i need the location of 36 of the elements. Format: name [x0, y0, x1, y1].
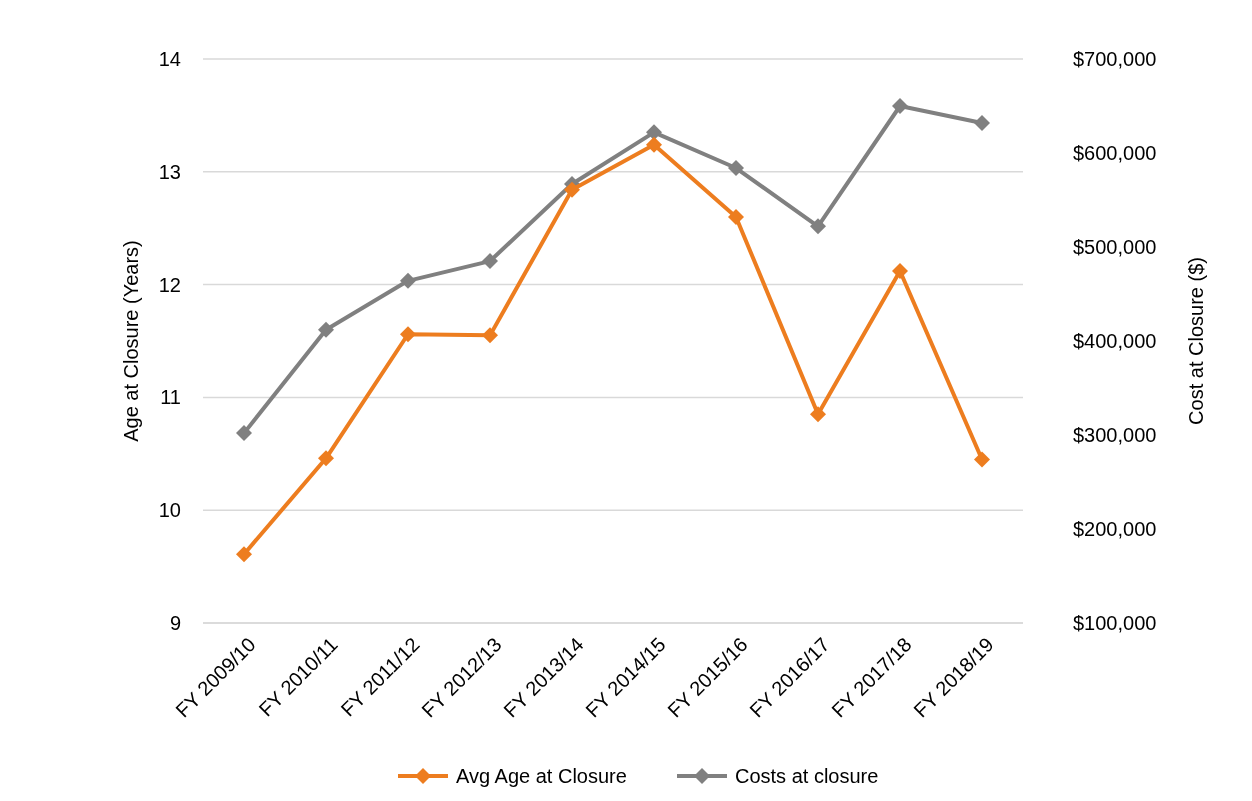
- y2-tick-label: $600,000: [1073, 142, 1157, 164]
- point: [810, 406, 826, 423]
- legend-label: Avg Age at Closure: [456, 765, 627, 787]
- point: [318, 450, 334, 467]
- point: [564, 181, 580, 198]
- point: [400, 272, 416, 289]
- point: [892, 98, 908, 114]
- y2-tick-label: $400,000: [1073, 330, 1157, 352]
- point: [482, 253, 498, 270]
- y-axis-title: Age at Closure (Years): [120, 240, 142, 442]
- point: [482, 327, 498, 344]
- point: [728, 160, 744, 177]
- point: [236, 425, 252, 442]
- point: [892, 263, 908, 280]
- y2-tick-label: $500,000: [1073, 236, 1157, 258]
- point: [974, 114, 990, 131]
- y2-tick-label: $700,000: [1073, 48, 1157, 70]
- point: [236, 546, 252, 563]
- y-tick-label: 9: [169, 612, 181, 634]
- point: [646, 136, 662, 153]
- legend-label: Costs at closure: [735, 765, 879, 787]
- point: [400, 326, 416, 343]
- point: [728, 208, 744, 225]
- y-tick-label: 12: [158, 273, 181, 296]
- y-tick-label: 10: [158, 499, 181, 522]
- y-tick-label: 11: [160, 386, 181, 409]
- point: [810, 218, 826, 235]
- y-tick-label: 13: [158, 160, 181, 183]
- y2-tick-label: $300,000: [1073, 424, 1157, 446]
- point: [974, 451, 990, 468]
- point: [318, 321, 334, 338]
- y2-axis-title: Cost at Closure ($): [1185, 257, 1207, 425]
- y2-tick-label: $200,000: [1073, 518, 1157, 540]
- y-tick-label: 14: [158, 48, 181, 70]
- y2-tick-label: $100,000: [1073, 612, 1157, 634]
- point: [646, 124, 662, 141]
